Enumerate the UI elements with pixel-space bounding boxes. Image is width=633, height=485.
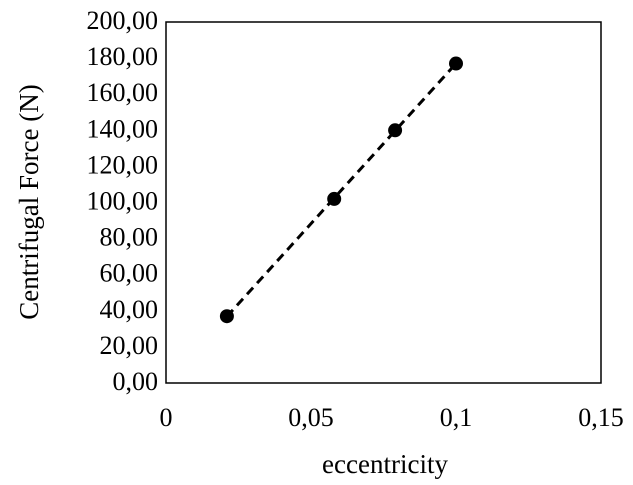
trendline: [225, 62, 458, 318]
series-layer: [219, 56, 463, 324]
data-point: [388, 123, 403, 138]
y-tick-label: 180,00: [87, 42, 159, 71]
y-tick-label: 200,00: [87, 6, 159, 35]
x-tick-label: 0,1: [440, 403, 473, 432]
y-axis-label: Centrifugal Force (N): [14, 84, 44, 319]
data-point: [449, 56, 463, 71]
y-tick-label: 20,00: [100, 331, 159, 360]
y-tick-label: 80,00: [100, 223, 159, 252]
y-tick-label: 40,00: [100, 295, 159, 324]
y-tick-label: 120,00: [87, 150, 159, 179]
plot-area-frame: [165, 21, 602, 384]
x-tick-labels: 0 0,05 0,1 0,15: [160, 403, 624, 432]
x-tick-label: 0,15: [578, 403, 624, 432]
y-tick-label: 160,00: [87, 78, 159, 107]
data-point: [327, 191, 342, 206]
y-tick-label: 140,00: [87, 114, 159, 143]
y-tick-labels: 0,00 20,00 40,00 60,00 80,00 100,00 120,00 140,…: [87, 6, 159, 396]
x-tick-label: 0: [160, 403, 173, 432]
x-tick-label: 0,05: [288, 403, 334, 432]
y-tick-label: 60,00: [100, 259, 159, 288]
y-tick-label: 100,00: [87, 186, 159, 215]
data-point: [219, 309, 234, 324]
x-axis-label: eccentricity: [322, 449, 448, 479]
y-tick-label: 0,00: [113, 367, 159, 396]
